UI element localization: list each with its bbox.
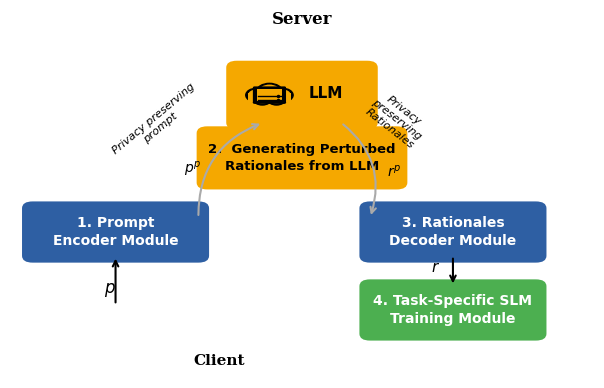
Circle shape	[275, 90, 290, 100]
Circle shape	[257, 83, 283, 100]
Text: 4. Task-Specific SLM
Training Module: 4. Task-Specific SLM Training Module	[373, 294, 533, 326]
Circle shape	[268, 94, 286, 105]
Text: Privacy preserving
prompt: Privacy preserving prompt	[110, 82, 204, 165]
Text: $p$: $p$	[104, 281, 115, 299]
Circle shape	[249, 90, 264, 100]
Text: Client: Client	[193, 354, 245, 368]
FancyBboxPatch shape	[257, 89, 282, 101]
FancyBboxPatch shape	[359, 279, 547, 341]
Text: $p^p$: $p^p$	[184, 160, 201, 179]
Text: Server: Server	[272, 10, 332, 28]
Circle shape	[254, 94, 271, 105]
Text: LLM: LLM	[309, 86, 343, 101]
Text: 1. Prompt
Encoder Module: 1. Prompt Encoder Module	[53, 216, 178, 248]
Circle shape	[259, 85, 280, 98]
Text: Privacy
preserving
Rationales: Privacy preserving Rationales	[363, 88, 431, 151]
FancyBboxPatch shape	[226, 61, 378, 130]
Circle shape	[272, 88, 293, 102]
Text: 3. Rationales
Decoder Module: 3. Rationales Decoder Module	[390, 216, 516, 248]
Circle shape	[271, 95, 283, 103]
FancyBboxPatch shape	[248, 93, 291, 102]
Text: $r$: $r$	[431, 260, 440, 275]
FancyBboxPatch shape	[359, 201, 547, 263]
Text: 2.  Generating Perturbed
Rationales from LLM: 2. Generating Perturbed Rationales from …	[208, 143, 396, 173]
Circle shape	[257, 95, 268, 103]
FancyBboxPatch shape	[22, 201, 209, 263]
FancyBboxPatch shape	[253, 87, 286, 104]
Circle shape	[246, 88, 267, 102]
Text: $r^p$: $r^p$	[387, 163, 401, 179]
FancyBboxPatch shape	[197, 126, 407, 189]
